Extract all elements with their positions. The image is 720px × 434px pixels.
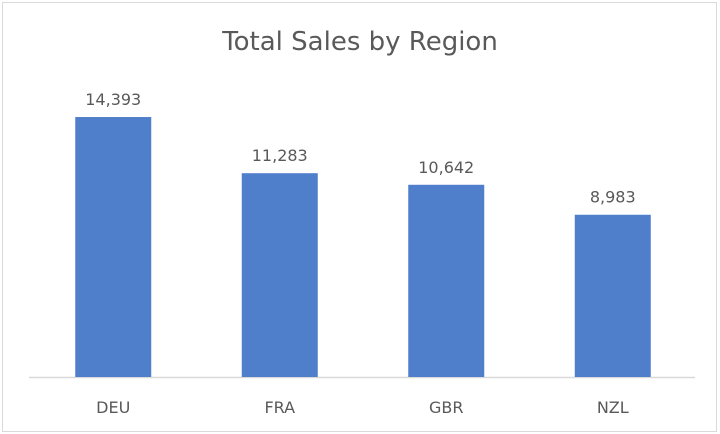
bar-nzl (574, 214, 651, 377)
data-label: 8,983 (590, 188, 636, 207)
x-tick-label: GBR (429, 398, 464, 417)
bar-fra (241, 173, 318, 377)
bar-gbr (408, 184, 485, 377)
data-label: 10,642 (418, 158, 474, 177)
chart-title: Total Sales by Region (221, 27, 498, 57)
x-tick-label: FRA (264, 398, 295, 417)
x-tick-label: DEU (96, 398, 130, 417)
x-tick-label: NZL (597, 398, 629, 417)
data-label: 11,283 (252, 146, 308, 165)
bar-deu (75, 117, 152, 378)
data-label: 14,393 (85, 90, 141, 109)
